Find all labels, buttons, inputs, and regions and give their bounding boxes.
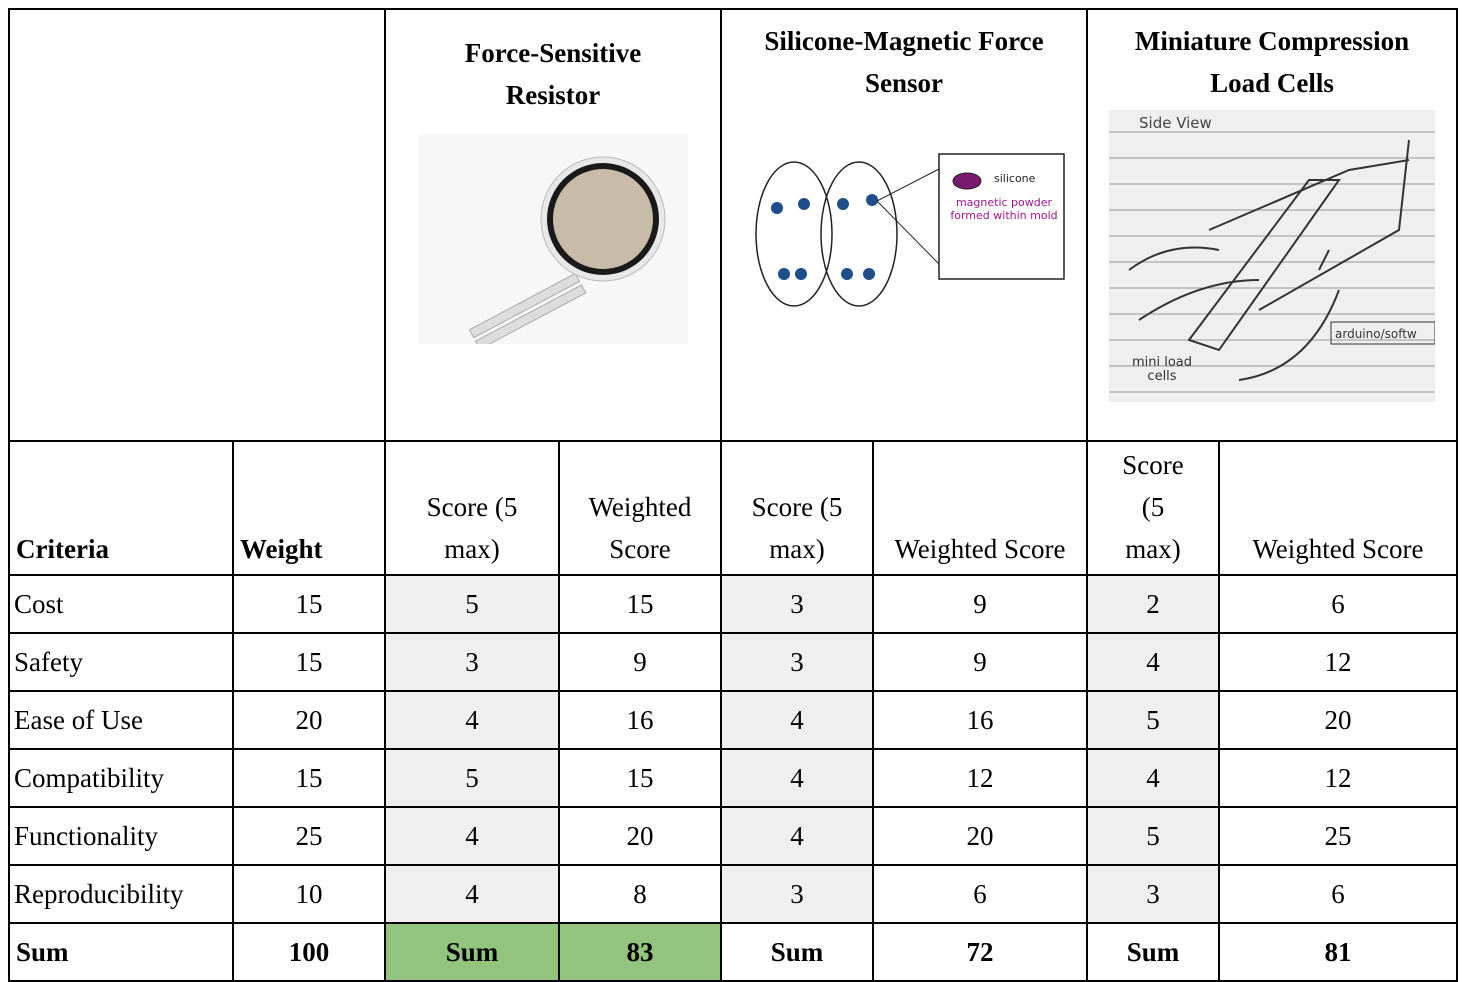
cell: 25 [232, 806, 386, 866]
criteria-row: Compatibility 15 5 15 4 12 4 12 [8, 748, 1458, 808]
image-label: magnetic powder formed within mold [950, 196, 1058, 222]
criteria-row: Ease of Use 20 4 16 4 16 5 20 [8, 690, 1458, 750]
product-name: Silicone-Magnetic Force Sensor [764, 26, 1044, 98]
column-header: Score (5 max) [720, 440, 874, 576]
criterion: Ease of Use [8, 690, 234, 750]
cell: 4 [1086, 632, 1220, 692]
cell: 8 [558, 864, 722, 924]
criterion: Compatibility [8, 748, 234, 808]
product-cell: Miniature Compression Load Cells Side Vi… [1086, 8, 1458, 442]
column-header: Score (5 max) [384, 440, 560, 576]
cell: 9 [872, 632, 1088, 692]
cell: 4 [720, 748, 874, 808]
table-body: Criteria Weight Score (5 max) Weighted Scor… [8, 440, 1458, 982]
product-cell: Silicone-Magnetic Force Sensor silicone … [720, 8, 1088, 442]
cell: 20 [872, 806, 1088, 866]
column-header: Criteria [8, 440, 234, 576]
cell: 12 [1218, 632, 1458, 692]
criterion: Safety [8, 632, 234, 692]
image-label: Side View [1139, 114, 1212, 132]
criteria-row: Safety 15 3 9 3 9 4 12 [8, 632, 1458, 692]
cell: 20 [558, 806, 722, 866]
cell: 5 [1086, 806, 1220, 866]
sum-cell: Sum [720, 922, 874, 982]
criterion: Reproducibility [8, 864, 234, 924]
cell: 16 [872, 690, 1088, 750]
sum-cell: Sum [1086, 922, 1220, 982]
cell: 16 [558, 690, 722, 750]
image-label: silicone [994, 172, 1036, 185]
criteria-row: Reproducibility 10 4 8 3 6 3 6 [8, 864, 1458, 924]
product-cell: Force-Sensitive Resistor [384, 8, 722, 442]
cell: 9 [558, 632, 722, 692]
column-header: Weighted Score [558, 440, 722, 576]
sum-cell: 83 [558, 922, 722, 982]
image-label: mini load cells [1131, 356, 1193, 384]
cell: 15 [232, 632, 386, 692]
cell: 25 [1218, 806, 1458, 866]
fsr-image [418, 134, 688, 350]
cell: 10 [232, 864, 386, 924]
cell: 4 [720, 690, 874, 750]
cell: 4 [384, 864, 560, 924]
cell: 12 [1218, 748, 1458, 808]
cell: 20 [1218, 690, 1458, 750]
empty-cell [8, 8, 386, 442]
product-name: Force-Sensitive Resistor [464, 38, 642, 110]
sum-cell: 100 [232, 922, 386, 982]
header-row: Force-Sensitive Resistor Silicone-Magnet… [8, 8, 1458, 442]
cell: 4 [384, 690, 560, 750]
cell: 15 [558, 748, 722, 808]
criterion: Functionality [8, 806, 234, 866]
product-name: Miniature Compression Load Cells [1134, 26, 1410, 98]
column-header: Weighted Score [1218, 440, 1458, 576]
criterion: Cost [8, 574, 234, 634]
cell: 5 [1086, 690, 1220, 750]
criteria-row: Functionality 25 4 20 4 20 5 25 [8, 806, 1458, 866]
cell: 3 [720, 864, 874, 924]
cell: 4 [1086, 748, 1220, 808]
cell: 3 [720, 632, 874, 692]
column-header: Weight [232, 440, 386, 576]
cell: 6 [1218, 574, 1458, 634]
cell: 4 [720, 806, 874, 866]
sum-cell: 81 [1218, 922, 1458, 982]
cell: 5 [384, 574, 560, 634]
cell: 2 [1086, 574, 1220, 634]
cell: 3 [720, 574, 874, 634]
silicone-sketch: silicone magnetic powder formed within m… [755, 153, 1065, 307]
cell: 3 [1086, 864, 1220, 924]
sum-cell: Sum [384, 922, 560, 982]
cell: 12 [872, 748, 1088, 808]
sum-cell: Sum [8, 922, 234, 982]
image-label: arduino/softw [1335, 327, 1417, 341]
column-header: Score (5 max) [1086, 440, 1220, 576]
column-header: Weighted Score [872, 440, 1088, 576]
cell: 5 [384, 748, 560, 808]
cell: 15 [232, 748, 386, 808]
criteria-row: Cost 15 5 15 3 9 2 6 [8, 574, 1458, 634]
cell: 6 [1218, 864, 1458, 924]
cell: 6 [872, 864, 1088, 924]
page: Force-Sensitive Resistor Silicone-Magnet… [8, 8, 1458, 982]
sum-cell: 72 [872, 922, 1088, 982]
cell: 15 [558, 574, 722, 634]
load-cell-sketch: Side View arduino/softw mini load cells [1109, 110, 1436, 402]
sum-row: Sum 100 Sum 83 Sum 72 Sum 81 [8, 922, 1458, 982]
cell: 3 [384, 632, 560, 692]
cell: 4 [384, 806, 560, 866]
column-header-row: Criteria Weight Score (5 max) Weighted Scor… [8, 440, 1458, 576]
cell: 15 [232, 574, 386, 634]
cell: 9 [872, 574, 1088, 634]
cell: 20 [232, 690, 386, 750]
decision-matrix: Force-Sensitive Resistor Silicone-Magnet… [8, 8, 1458, 982]
